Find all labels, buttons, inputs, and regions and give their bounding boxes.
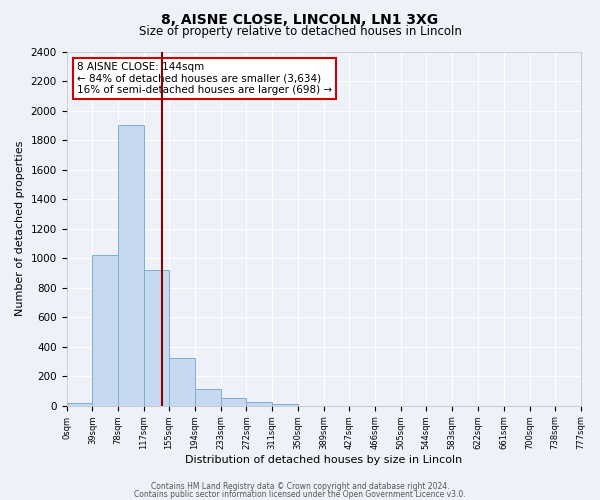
Bar xyxy=(118,126,144,406)
Bar xyxy=(67,403,92,406)
Text: Contains public sector information licensed under the Open Government Licence v3: Contains public sector information licen… xyxy=(134,490,466,499)
Bar xyxy=(144,270,169,406)
Text: Contains HM Land Registry data © Crown copyright and database right 2024.: Contains HM Land Registry data © Crown c… xyxy=(151,482,449,491)
Bar xyxy=(247,402,272,406)
Y-axis label: Number of detached properties: Number of detached properties xyxy=(15,141,25,316)
Text: Size of property relative to detached houses in Lincoln: Size of property relative to detached ho… xyxy=(139,25,461,38)
Text: 8, AISNE CLOSE, LINCOLN, LN1 3XG: 8, AISNE CLOSE, LINCOLN, LN1 3XG xyxy=(161,12,439,26)
Bar xyxy=(195,390,221,406)
Bar xyxy=(221,398,247,406)
X-axis label: Distribution of detached houses by size in Lincoln: Distribution of detached houses by size … xyxy=(185,455,462,465)
Bar xyxy=(92,255,118,406)
Bar xyxy=(272,404,298,406)
Text: 8 AISNE CLOSE: 144sqm
← 84% of detached houses are smaller (3,634)
16% of semi-d: 8 AISNE CLOSE: 144sqm ← 84% of detached … xyxy=(77,62,332,96)
Bar xyxy=(169,358,195,406)
